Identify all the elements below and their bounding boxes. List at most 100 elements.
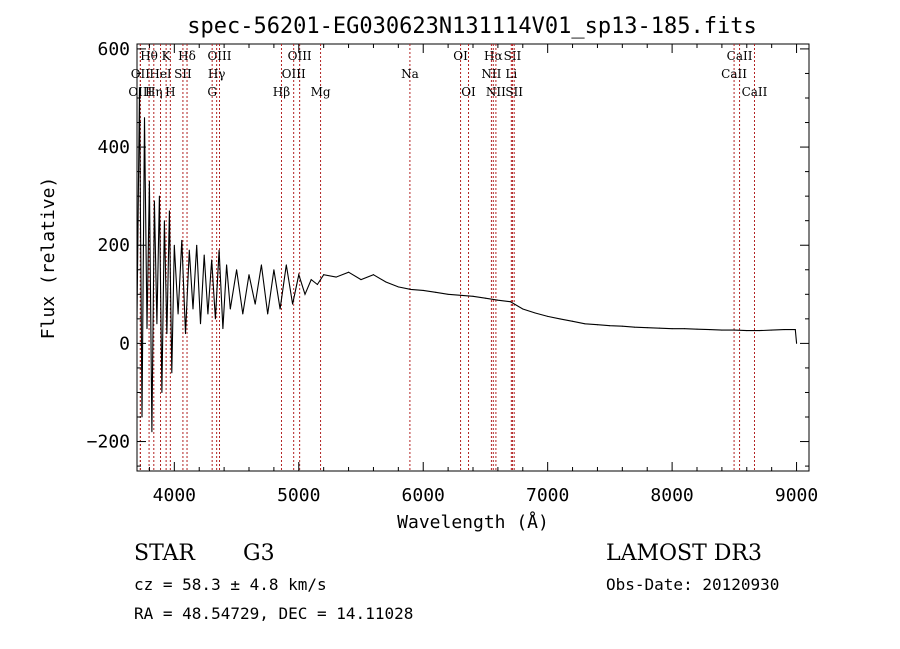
data-point bbox=[783, 329, 785, 331]
data-point bbox=[188, 249, 190, 251]
line-label: Hδ bbox=[178, 49, 196, 63]
line-label: SII bbox=[505, 85, 523, 99]
y-tick-label: 200 bbox=[97, 235, 130, 256]
data-point bbox=[310, 279, 312, 281]
data-point bbox=[185, 333, 187, 335]
data-point bbox=[292, 303, 294, 305]
data-point bbox=[522, 308, 524, 310]
object-subclass: G3 bbox=[243, 541, 275, 566]
y-tick-label: 400 bbox=[97, 137, 130, 158]
line-label: Hη bbox=[145, 85, 163, 99]
x-tick-label: 4000 bbox=[153, 485, 196, 506]
data-point bbox=[181, 239, 183, 241]
obs-date: Obs-Date: 20120930 bbox=[606, 575, 779, 594]
chart-title: spec-56201-EG030623N131114V01_sp13-185.f… bbox=[187, 14, 757, 39]
data-point bbox=[141, 416, 143, 418]
data-point bbox=[771, 329, 773, 331]
data-point bbox=[151, 431, 153, 433]
data-point bbox=[609, 325, 611, 327]
x-tick-label: 5000 bbox=[277, 485, 320, 506]
data-point bbox=[559, 318, 561, 320]
line-label: OIII bbox=[282, 67, 306, 81]
data-point bbox=[796, 342, 798, 344]
data-point bbox=[138, 87, 140, 89]
plot-frame bbox=[136, 43, 810, 472]
object-class: STAR bbox=[134, 541, 196, 566]
data-point bbox=[148, 180, 150, 182]
data-point bbox=[646, 327, 648, 329]
data-point bbox=[472, 295, 474, 297]
data-point bbox=[267, 313, 269, 315]
line-label: K bbox=[162, 49, 172, 63]
data-point bbox=[509, 301, 511, 303]
data-point bbox=[248, 274, 250, 276]
data-point bbox=[758, 330, 760, 332]
data-point bbox=[229, 308, 231, 310]
line-label: Hβ bbox=[273, 85, 290, 99]
data-point bbox=[168, 210, 170, 212]
data-point bbox=[156, 323, 158, 325]
data-point bbox=[273, 269, 275, 271]
data-point bbox=[177, 313, 179, 315]
line-label: CaII bbox=[742, 85, 768, 99]
line-label: OI bbox=[461, 85, 476, 99]
data-point bbox=[447, 293, 449, 295]
data-point bbox=[171, 372, 173, 374]
data-point bbox=[659, 327, 661, 329]
data-point bbox=[794, 329, 796, 331]
data-point bbox=[161, 391, 163, 393]
data-point bbox=[572, 320, 574, 322]
data-point bbox=[671, 328, 673, 330]
data-point bbox=[260, 264, 262, 266]
x-tick-label: 9000 bbox=[775, 485, 818, 506]
data-point bbox=[348, 271, 350, 273]
data-point bbox=[214, 318, 216, 320]
data-point bbox=[335, 276, 337, 278]
data-point bbox=[621, 325, 623, 327]
data-point bbox=[222, 328, 224, 330]
data-point bbox=[733, 329, 735, 331]
line-label: OI bbox=[453, 49, 468, 63]
x-tick-label: 8000 bbox=[650, 485, 693, 506]
data-point bbox=[360, 279, 362, 281]
line-label: NII bbox=[486, 85, 506, 99]
data-point bbox=[199, 323, 201, 325]
data-point bbox=[203, 254, 205, 256]
data-point bbox=[497, 299, 499, 301]
y-tick-label: −200 bbox=[87, 432, 130, 453]
data-point bbox=[153, 200, 155, 202]
line-label: Hθ bbox=[140, 49, 158, 63]
axis-ticks: 4000 5000 6000 7000 8000 9000 −200 0 200 400 600 bbox=[87, 39, 819, 506]
data-point bbox=[218, 249, 220, 251]
data-point bbox=[708, 329, 710, 331]
line-label: Li bbox=[505, 67, 517, 81]
line-label: OIII bbox=[288, 49, 312, 63]
data-point bbox=[435, 291, 437, 293]
data-point bbox=[226, 264, 228, 266]
data-point bbox=[385, 281, 387, 283]
data-point bbox=[323, 274, 325, 276]
data-point bbox=[143, 117, 145, 119]
data-point bbox=[254, 303, 256, 305]
data-point bbox=[207, 313, 209, 315]
data-point bbox=[746, 330, 748, 332]
series-layer bbox=[136, 87, 798, 433]
x-tick-label: 6000 bbox=[402, 485, 445, 506]
data-point bbox=[460, 294, 462, 296]
data-point bbox=[163, 220, 165, 222]
data-point bbox=[721, 329, 723, 331]
data-point bbox=[304, 293, 306, 295]
data-point bbox=[242, 313, 244, 315]
x-tick-label: 7000 bbox=[526, 485, 569, 506]
data-point bbox=[534, 312, 536, 314]
line-label: SII bbox=[504, 49, 522, 63]
line-label: G bbox=[207, 85, 217, 99]
data-point bbox=[146, 328, 148, 330]
data-point bbox=[696, 328, 698, 330]
data-point bbox=[285, 264, 287, 266]
data-point bbox=[372, 274, 374, 276]
data-point bbox=[634, 326, 636, 328]
data-point bbox=[166, 333, 168, 335]
